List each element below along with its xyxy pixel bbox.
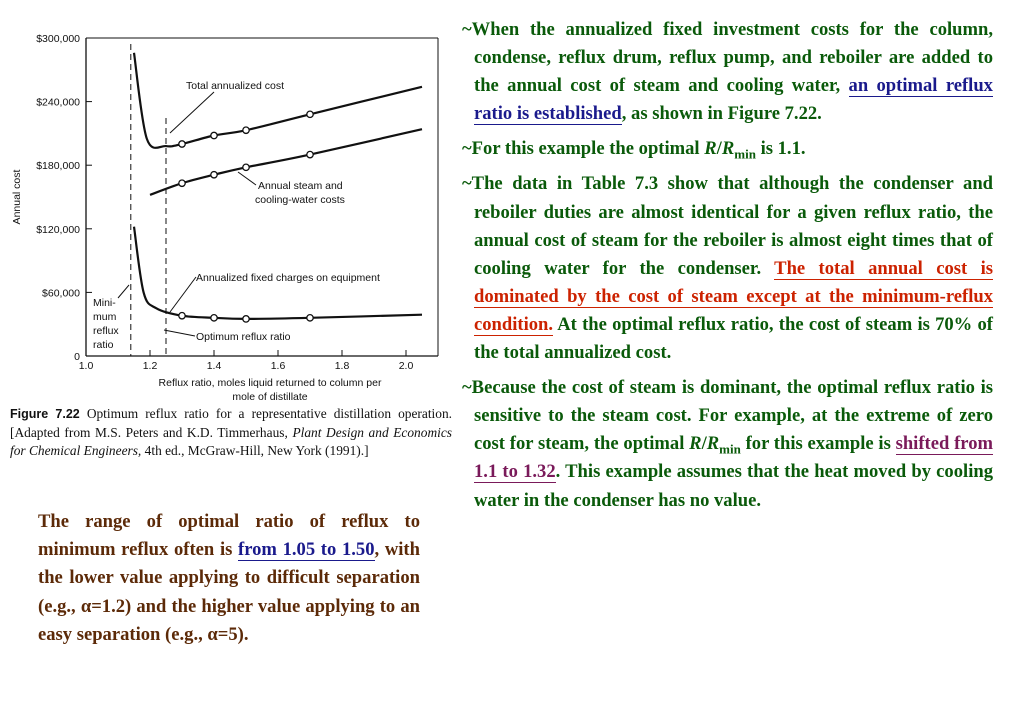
- total-cost-curve: [132, 52, 423, 149]
- x-tick-label: 2.0: [399, 360, 414, 372]
- bullet-optimal-reflux: ~When the annualized fixed investment co…: [462, 16, 993, 128]
- optimum-reflux-leader: [163, 329, 196, 337]
- x-tick-label: 1.0: [79, 360, 94, 372]
- optimum-reflux-label: Optimum reflux ratio: [196, 331, 291, 343]
- x-tick-label: 1.4: [207, 360, 222, 372]
- range-highlight: from 1.05 to 1.50: [238, 539, 375, 562]
- fixed-data-point: [242, 315, 250, 323]
- figure-caption-label: Figure 7.22: [10, 407, 80, 421]
- figure-caption: Figure 7.22 Optimum reflux ratio for a r…: [10, 405, 452, 461]
- total-data-point: [242, 126, 250, 135]
- x-axis-title-1: Reflux ratio, moles liquid returned to c…: [159, 377, 382, 389]
- fixed-data-point: [210, 313, 218, 322]
- bullet-1-text: ~When the annualized fixed investment co…: [462, 19, 993, 97]
- fixed-data-point: [178, 311, 186, 320]
- bullet-3-highlight: The total annual cost is dominated by th…: [474, 257, 993, 336]
- y-tick-label: $180,000: [36, 160, 80, 172]
- bullet-3-text: ~The data in Table 7.3 show that althoug…: [462, 173, 993, 279]
- optimal-range-paragraph: The range of optimal ratio of reflux to …: [38, 508, 420, 649]
- steam-data-point: [210, 170, 218, 179]
- steam-cost-leader: [237, 171, 257, 186]
- steam-data-point: [242, 163, 250, 172]
- bullet-4-text-3: . This example assumes that the heat mov…: [474, 461, 993, 511]
- x-axis-title-2: mole of distillate: [232, 391, 307, 403]
- fixed-charges-leader: [169, 276, 197, 313]
- bullet-4-text-2: for this example is: [740, 433, 891, 455]
- x-tick-label: 1.8: [335, 360, 350, 372]
- steam-data-point: [178, 179, 186, 188]
- x-tick-label: 1.2: [143, 360, 158, 372]
- min-reflux-label-2: mum: [93, 311, 117, 323]
- bullet-4-text: ~Because the cost of steam is dominant, …: [462, 377, 993, 455]
- fixed-data-point: [306, 313, 314, 322]
- range-text-1: The range of optimal ratio of reflux to …: [38, 511, 420, 561]
- total-data-point: [210, 131, 218, 140]
- steam-data-point: [306, 150, 314, 159]
- y-axis-title: Annual cost: [11, 169, 23, 224]
- figure-caption-text-2: 4th ed., McGraw-Hill, New York (1991).]: [144, 443, 369, 459]
- bullet-1-text-2: , as shown in Figure 7.22.: [621, 103, 822, 125]
- bullet-2-slash: /: [716, 138, 722, 160]
- steam-cost-label-1: Annual steam and: [258, 180, 343, 192]
- y-tick-label: 0: [74, 351, 80, 363]
- y-tick-label: $60,000: [42, 287, 80, 299]
- bullet-2-text: ~For this example the optimal: [462, 138, 700, 160]
- bullet-steam-cost: ~The data in Table 7.3 show that althoug…: [462, 170, 993, 367]
- bullet-4-r2: R: [706, 433, 720, 455]
- range-text-2: , with the lower value applying to diffi…: [38, 539, 420, 645]
- figure-caption-book: Plant Design and Economics for Chemical …: [10, 424, 452, 459]
- fixed-charges-label: Annualized fixed charges on equipment: [196, 272, 380, 284]
- bullet-steam-sensitivity: ~Because the cost of steam is dominant, …: [462, 374, 994, 514]
- min-reflux-label-4: ratio: [93, 339, 114, 351]
- min-reflux-label-3: reflux: [93, 325, 119, 337]
- y-tick-label: $120,000: [36, 224, 80, 236]
- bullet-2-sub: min: [734, 147, 756, 163]
- bullet-3-text-2: At the optimal reflux ratio, the cost of…: [474, 313, 993, 364]
- bullet-4-sub: min: [719, 442, 741, 458]
- total-cost-leader: [169, 91, 215, 134]
- total-data-point: [306, 110, 314, 119]
- total-cost-label: Total annualized cost: [186, 80, 284, 92]
- total-data-point: [178, 140, 186, 148]
- explanation-bullets: ~When the annualized fixed investment co…: [462, 16, 994, 522]
- y-tick-label: $300,000: [36, 33, 80, 45]
- reflux-cost-chart: Annual cost 0 $60,000 $120,000 $180,000 $240…: [11, 33, 439, 403]
- min-reflux-label-1: Mini-: [93, 297, 116, 309]
- bullet-2-r2: R: [721, 138, 735, 160]
- y-tick-label: $240,000: [36, 97, 80, 109]
- bullet-1-highlight: an optimal reflux ratio is established: [474, 75, 993, 126]
- bullet-4-slash: /: [701, 433, 707, 455]
- bullet-optimal-ratio: ~For this example the optimal R/Rmin is …: [462, 135, 993, 163]
- bullet-4-r: R: [689, 433, 702, 455]
- bullet-4-highlight: shifted from 1.1 to 1.32: [474, 433, 994, 484]
- min-reflux-leader: [117, 284, 130, 299]
- bullet-2-text-2: is 1.1.: [755, 138, 806, 160]
- figure-caption-text-1: Optimum reflux ratio for a representativ…: [10, 406, 452, 440]
- steam-cost-label-2: cooling-water costs: [255, 194, 345, 206]
- x-tick-label: 1.6: [271, 360, 286, 372]
- bullet-2-r: R: [704, 138, 717, 160]
